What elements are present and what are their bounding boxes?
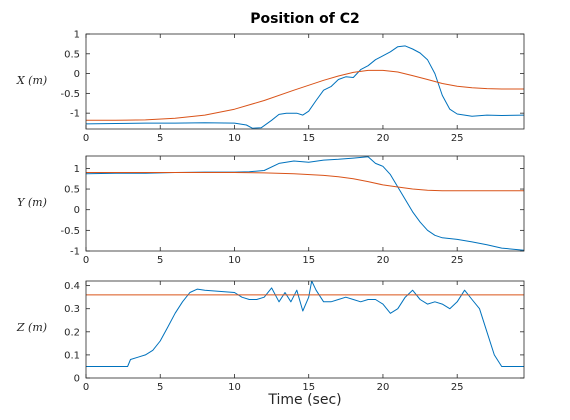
x-axis-label: Time (sec) (268, 392, 342, 408)
series-measured-y (86, 156, 524, 251)
ylabel-y: Y (m) (17, 196, 47, 209)
ylabel-z: Z (m) (16, 321, 48, 334)
axes-box-x (85, 33, 525, 130)
x-tick-label-z: 5 (157, 382, 163, 393)
y-tick-label-x: 0 (74, 69, 80, 80)
y-tick-label-x: 0.5 (64, 49, 80, 60)
series-reference-x (86, 69, 524, 121)
x-tick-label-z: 25 (451, 382, 464, 393)
series-measured-x (86, 45, 524, 129)
axes-box-z (85, 280, 525, 379)
y-tick-label-y: 0 (74, 205, 80, 216)
ylabel-x: X (m) (16, 74, 48, 87)
axes-box-y (85, 155, 525, 252)
y-tick-label-z: 0.2 (64, 327, 80, 338)
x-tick-label-x: 15 (302, 133, 315, 144)
y-tick-label-x: -1 (70, 109, 80, 120)
x-tick-label-z: 0 (83, 382, 89, 393)
x-tick-label-y: 15 (302, 255, 315, 266)
chart-title: Position of C2 (250, 11, 360, 27)
x-tick-label-x: 25 (451, 133, 464, 144)
x-tick-label-x: 20 (377, 133, 390, 144)
y-tick-label-x: 1 (74, 30, 80, 41)
x-tick-label-x: 5 (157, 133, 163, 144)
x-tick-label-z: 20 (377, 382, 390, 393)
y-tick-label-z: 0.3 (64, 304, 80, 315)
series-reference-y (86, 172, 524, 192)
x-tick-label-y: 0 (83, 255, 89, 266)
x-tick-label-y: 5 (157, 255, 163, 266)
x-tick-label-x: 0 (83, 133, 89, 144)
x-tick-label-y: 10 (228, 255, 241, 266)
y-tick-label-z: 0 (74, 374, 80, 385)
x-tick-label-z: 15 (302, 382, 315, 393)
subplot-z: 0 5 10 15 20 25 0.4 0.3 0.2 0.1 0 (64, 280, 525, 393)
x-tick-label-z: 10 (228, 382, 241, 393)
x-tick-label-y: 25 (451, 255, 464, 266)
subplot-y: 0 5 10 15 20 25 1 0.5 0 -0.5 -1 (60, 155, 525, 266)
y-tick-label-y: 0.5 (64, 185, 80, 196)
y-tick-label-x: -0.5 (60, 89, 80, 100)
x-tick-label-x: 10 (228, 133, 241, 144)
x-tick-label-y: 20 (377, 255, 390, 266)
y-tick-label-z: 0.4 (64, 281, 80, 292)
y-tick-label-y: 1 (74, 164, 80, 175)
subplot-x: 0 5 10 15 20 25 1 0.5 0 -0.5 -1 (60, 30, 525, 144)
y-tick-label-z: 0.1 (64, 350, 80, 361)
y-tick-label-y: -0.5 (60, 226, 80, 237)
series-measured-z (86, 281, 524, 367)
y-tick-label-y: -1 (70, 247, 80, 258)
